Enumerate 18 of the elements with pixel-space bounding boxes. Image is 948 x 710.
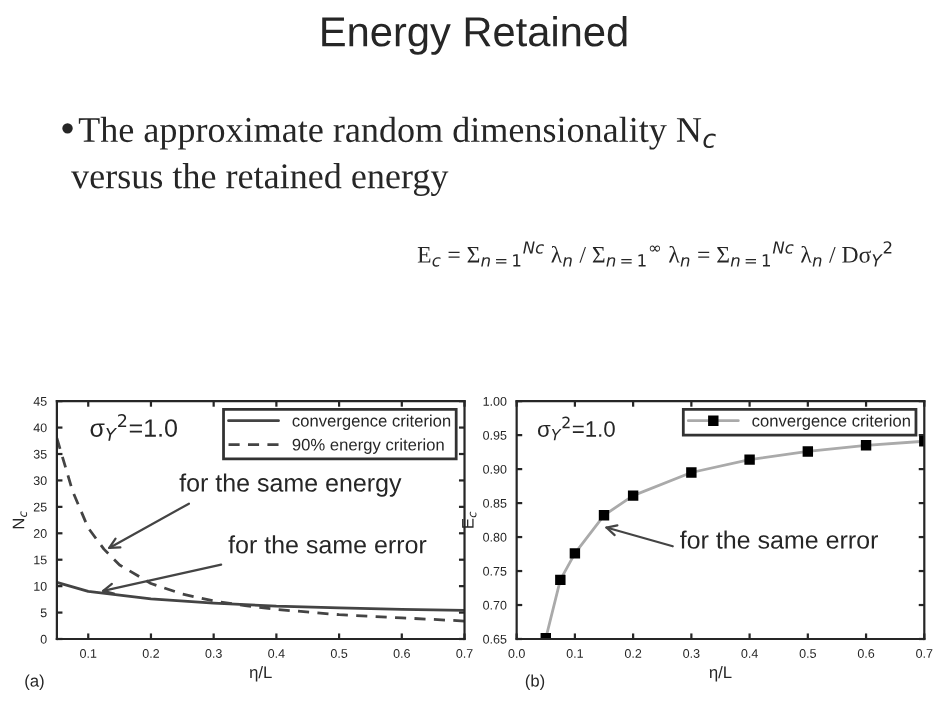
annotation: σ$_{Y}$$^{2}$=1.0 xyxy=(90,414,177,441)
text: versus the retained energy xyxy=(71,163,449,196)
x-axis-title: η/L xyxy=(709,665,732,682)
text: E$_{c}$ = Σ$_{n=1}$$^{Nc}$ λ$_{n}$ / Σ$_{n=1}$$^{∞}$ λ$_{n}$ = Σ$_{n=1}$$^{Nc}$ λ$_{n}$ / Dσ$_{Y}$$^{2}$ xyxy=(417,241,892,267)
annotation: for the same error xyxy=(680,530,878,549)
annotation: for the same energy xyxy=(179,473,402,497)
text: (b) xyxy=(525,674,545,691)
text: (a) xyxy=(25,674,44,691)
text: •The approximate random dimensionality N$_{c}$ xyxy=(62,116,716,150)
legend-label: 90% energy criterion xyxy=(292,438,444,454)
x-axis-title: η/L xyxy=(249,665,272,682)
text: Energy Retained xyxy=(322,15,627,55)
y-axis-title: N$_{c}$ xyxy=(12,511,28,529)
y-axis-title: E$_{c}$ xyxy=(462,511,477,528)
legend-label: convergence criterion xyxy=(752,414,910,431)
annotation: for the same error xyxy=(228,535,427,554)
legend-label: convergence criterion xyxy=(292,414,451,431)
annotation: σ$_{Y}$$^{2}$=1.0 xyxy=(537,416,615,441)
